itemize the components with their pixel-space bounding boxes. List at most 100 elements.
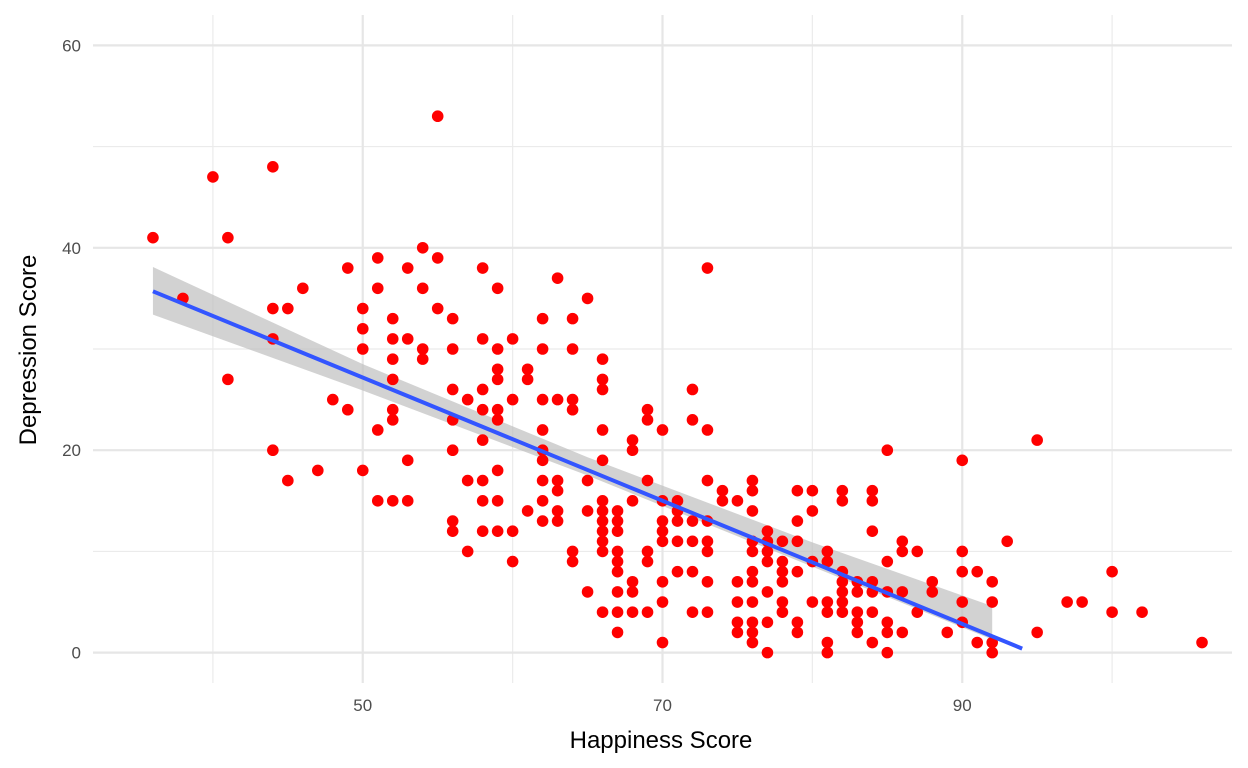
data-point [551,474,564,487]
data-point [656,636,669,649]
trend-line-group [152,289,1023,651]
data-point [431,110,444,123]
data-point [701,474,714,487]
data-point [806,505,819,517]
data-point [446,312,459,325]
data-point [761,586,774,598]
data-point [1196,636,1208,649]
data-point [716,484,729,497]
data-point [851,586,864,598]
data-point [701,262,714,274]
data-point [431,302,444,315]
data-point [746,626,759,639]
data-point [911,545,924,558]
data-point [656,424,669,436]
data-point [1106,606,1118,618]
data-point [926,586,939,598]
data-point [491,495,504,507]
data-point [491,343,504,355]
data-point [596,424,609,436]
data-point [566,312,579,325]
data-point [686,535,699,548]
data-point [446,383,459,396]
y-tick-label: 60 [62,36,81,55]
data-point [297,282,309,295]
data-point [506,393,519,406]
data-point [746,616,759,629]
data-point [611,545,624,558]
data-point [821,636,834,649]
data-point [641,606,654,618]
data-point [521,505,534,517]
data-point [356,302,369,315]
data-point [701,545,714,558]
data-point [671,535,684,548]
x-axis-title: Happiness Score [570,727,753,754]
data-point [866,525,879,537]
data-point [791,484,804,497]
data-point [821,606,834,618]
data-point [536,474,549,487]
data-point [641,414,654,426]
data-point [386,403,399,416]
data-point [791,616,804,629]
data-point [596,606,609,618]
data-point [956,565,969,578]
data-point [476,383,489,396]
data-point [656,525,669,537]
data-point [611,515,624,527]
data-point [491,282,504,295]
data-point [791,535,804,548]
data-point [566,545,579,558]
data-point [267,302,279,315]
data-point [341,403,354,416]
data-point [641,545,654,558]
data-point [596,515,609,527]
data-point [806,596,819,608]
data-point [461,545,474,558]
data-point [521,363,534,376]
data-point [222,231,234,244]
data-point [596,383,609,396]
data-point [371,495,384,507]
data-point [611,565,624,578]
data-point [821,545,834,558]
data-point [282,474,294,487]
data-point [776,606,789,618]
data-point [536,393,549,406]
data-point [566,393,579,406]
data-point [356,343,369,355]
data-point [476,262,489,274]
data-point [596,454,609,467]
data-point [896,545,909,558]
data-point [776,535,789,548]
data-point [476,434,489,446]
data-point [491,464,504,477]
data-point [1061,596,1073,608]
data-point [596,535,609,548]
data-point [386,414,399,426]
data-points [147,110,1208,659]
data-point [656,515,669,527]
data-point [267,161,279,173]
data-point [761,545,774,558]
data-point [611,555,624,568]
data-point [416,343,429,355]
data-point [596,495,609,507]
data-point [686,606,699,618]
data-point [536,343,549,355]
data-point [566,343,579,355]
data-point [476,333,489,345]
data-point [881,616,894,629]
data-point [566,555,579,568]
data-point [836,495,849,507]
data-point [731,495,744,507]
data-point [461,393,474,406]
data-point [686,414,699,426]
data-point [701,606,714,618]
data-point [761,555,774,568]
data-point [446,444,459,457]
data-point [386,373,399,386]
data-point [386,312,399,325]
data-point [986,575,999,588]
